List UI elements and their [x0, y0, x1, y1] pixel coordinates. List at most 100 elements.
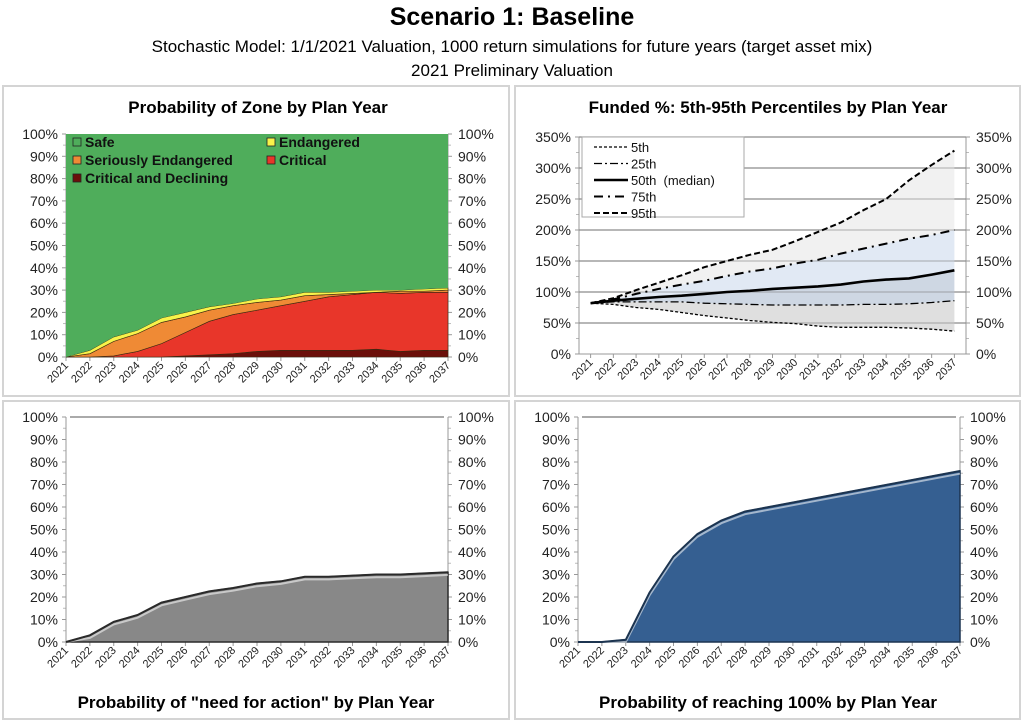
y-tick-label-right: 90%: [458, 148, 486, 164]
chart-title: Probability of "need for action" by Plan…: [78, 693, 435, 712]
y-tick-label-right: 350%: [976, 129, 1012, 145]
x-tick-label: 2021: [570, 357, 596, 383]
x-tick-label: 2022: [581, 645, 607, 671]
y-tick-label-right: 90%: [458, 432, 486, 448]
y-tick-label-left: 0%: [38, 634, 58, 650]
series-line-50th: [590, 269, 955, 305]
area-top-edge: [578, 470, 961, 643]
x-tick-label: 2024: [117, 360, 143, 386]
y-tick-label-right: 80%: [970, 454, 998, 470]
data-area: [578, 470, 961, 643]
legend-swatch: [72, 155, 82, 165]
y-tick-label-left: 60%: [542, 499, 570, 515]
x-tick-label: 2034: [356, 360, 382, 386]
area-highlight: [65, 573, 449, 643]
reach-chart: 0% 0% 10% 10% 20% 20% 30% 30% 40% 40% 50% 50% 60% 60%…: [534, 409, 1006, 712]
x-tick-label: 2026: [684, 357, 710, 383]
x-tick-label: 2037: [939, 645, 965, 671]
x-tick-label: 2032: [308, 645, 334, 671]
y-tick-label-left: 30%: [30, 567, 58, 583]
x-tick-label: 2026: [165, 360, 191, 386]
funded-chart: Funded %: 5th-95th Percentiles by Plan Y…: [535, 98, 1012, 383]
x-tick-label: 2030: [775, 357, 801, 383]
y-tick-label-right: 100%: [458, 409, 494, 425]
x-tick-label: 2036: [915, 645, 941, 671]
y-tick-label-left: 70%: [542, 477, 570, 493]
x-tick-label: 2028: [729, 357, 755, 383]
y-tick-label-left: 70%: [30, 193, 58, 209]
x-tick-label: 2031: [284, 360, 310, 386]
x-tick-label: 2024: [117, 645, 143, 671]
legend-swatch: [266, 137, 276, 147]
y-tick-label-right: 100%: [458, 126, 494, 142]
x-tick-label: 2034: [356, 645, 382, 671]
funded-chart-panel: Funded %: 5th-95th Percentiles by Plan Y…: [514, 85, 1021, 397]
y-tick-label-left: 0%: [550, 634, 570, 650]
y-tick-label-right: 40%: [970, 544, 998, 560]
y-tick-label-right: 10%: [970, 612, 998, 628]
y-tick-label-left: 90%: [30, 148, 58, 164]
y-tick-label-left: 60%: [30, 499, 58, 515]
x-tick-label: 2031: [284, 645, 310, 671]
y-tick-label-right: 200%: [976, 222, 1012, 238]
area-highlight: [578, 472, 961, 643]
zone-area-endangered: [65, 287, 449, 358]
x-tick-label: 2032: [820, 357, 846, 383]
x-tick-label: 2032: [820, 645, 846, 671]
y-tick-label-left: 90%: [542, 432, 570, 448]
x-tick-label: 2036: [403, 645, 429, 671]
x-tick-label: 2037: [427, 645, 453, 671]
page-subtitle-2: 2021 Preliminary Valuation: [411, 61, 613, 80]
y-tick-label-left: 50%: [30, 522, 58, 538]
series-line-25th: [590, 300, 955, 306]
y-tick-label-right: 20%: [970, 589, 998, 605]
x-tick-label: 2022: [69, 360, 95, 386]
action-chart: 0% 0% 10% 10% 20% 20% 30% 30% 40% 40% 50% 50% 60% 60%…: [22, 409, 494, 712]
x-tick-label: 2037: [427, 360, 453, 386]
legend-swatch: [72, 173, 82, 183]
x-tick-label: 2031: [797, 357, 823, 383]
x-tick-label: 2027: [189, 360, 215, 386]
legend-swatch: [266, 155, 276, 165]
y-tick-label-left: 60%: [30, 215, 58, 231]
x-tick-label: 2023: [93, 645, 119, 671]
x-tick-label: 2030: [260, 360, 286, 386]
zone-chart: Probability of Zone by Plan Year 0% 0% 10% 1…: [22, 98, 494, 386]
x-tick-label: 2028: [724, 645, 750, 671]
x-tick-label: 2025: [141, 645, 167, 671]
y-tick-label-right: 50%: [458, 238, 486, 254]
y-tick-label-right: 80%: [458, 454, 486, 470]
y-tick-label-right: 100%: [976, 284, 1012, 300]
y-tick-label-right: 50%: [976, 315, 1004, 331]
legend-label: 25th: [631, 157, 656, 172]
y-tick-label-left: 50%: [542, 522, 570, 538]
x-tick-label: 2035: [892, 645, 918, 671]
x-tick-label: 2033: [332, 645, 358, 671]
x-tick-label: 2031: [796, 645, 822, 671]
x-tick-label: 2028: [212, 645, 238, 671]
y-tick-label-left: 50%: [543, 315, 571, 331]
y-tick-label-left: 0%: [38, 349, 58, 365]
legend-label: 5th: [631, 140, 649, 155]
x-tick-label: 2026: [677, 645, 703, 671]
chart-title: Probability of Zone by Plan Year: [128, 98, 388, 117]
y-tick-label-left: 30%: [30, 282, 58, 298]
x-tick-label: 2036: [403, 360, 429, 386]
y-tick-label-left: 40%: [542, 544, 570, 560]
y-tick-label-left: 10%: [30, 612, 58, 628]
x-tick-label: 2032: [308, 360, 334, 386]
y-tick-label-right: 60%: [970, 499, 998, 515]
x-tick-label: 2027: [189, 645, 215, 671]
y-tick-label-left: 30%: [542, 567, 570, 583]
x-tick-label: 2023: [93, 360, 119, 386]
y-tick-label-left: 80%: [30, 454, 58, 470]
x-tick-label: 2025: [653, 645, 679, 671]
y-tick-label-left: 300%: [535, 160, 571, 176]
y-tick-label-left: 0%: [551, 346, 571, 362]
x-tick-label: 2029: [236, 360, 262, 386]
y-tick-label-right: 90%: [970, 432, 998, 448]
area-top-edge: [65, 571, 449, 643]
x-tick-label: 2030: [772, 645, 798, 671]
x-tick-label: 2035: [380, 360, 406, 386]
legend-swatch: [72, 137, 82, 147]
